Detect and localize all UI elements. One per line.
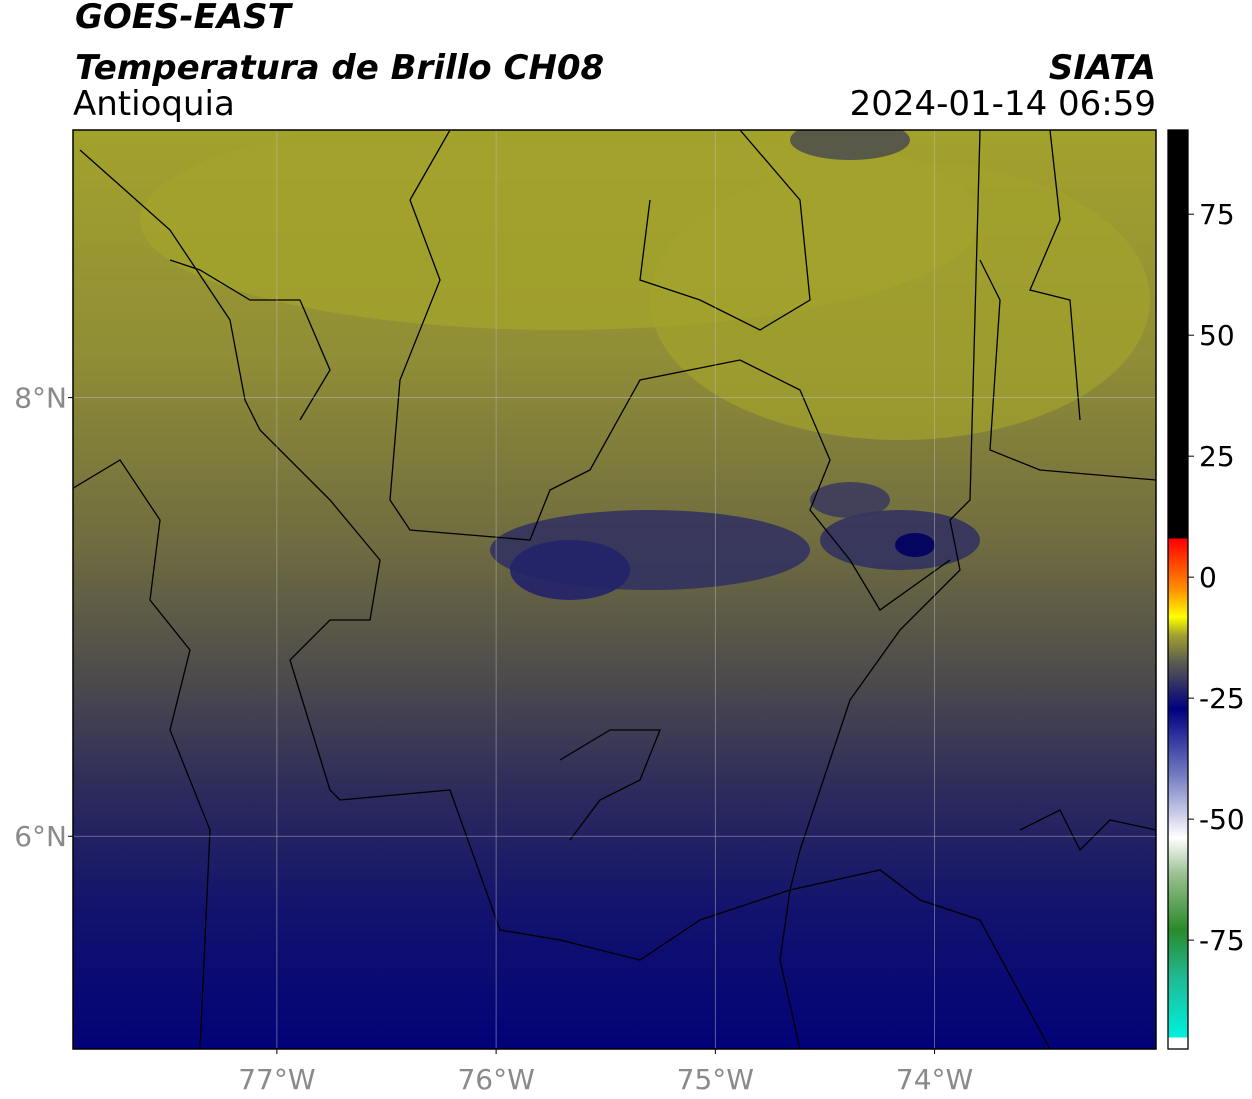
- subtitle: Temperatura de Brillo CH08: [75, 48, 604, 88]
- x-tick-label: 77°W: [238, 1063, 315, 1096]
- map-frame: [72, 129, 1157, 1050]
- colorbar: [1167, 129, 1189, 1050]
- y-tick-label: 8°N: [14, 382, 67, 415]
- x-tick-label: 75°W: [677, 1063, 754, 1096]
- colorbar-tick-label: 50: [1199, 319, 1235, 352]
- map-field: [73, 130, 1156, 1049]
- colorbar-tick-label: -50: [1199, 803, 1245, 836]
- colorbar-tick-label: -75: [1199, 924, 1245, 957]
- region: Antioquia: [73, 84, 235, 124]
- datetime: 2024-01-14 06:59: [850, 84, 1156, 124]
- x-tick-label: 74°W: [896, 1063, 973, 1096]
- x-tick-label: 76°W: [457, 1063, 534, 1096]
- colorbar-tick-label: 25: [1199, 440, 1235, 473]
- colorbar-tick-label: -25: [1199, 682, 1245, 715]
- y-tick-label: 6°N: [14, 820, 67, 853]
- colorbar-tick-label: 0: [1199, 561, 1217, 594]
- colorbar-tick-label: 75: [1199, 198, 1235, 231]
- title: GOES-EAST: [75, 0, 294, 37]
- source: SIATA: [1049, 48, 1156, 88]
- grid: [73, 130, 1156, 1049]
